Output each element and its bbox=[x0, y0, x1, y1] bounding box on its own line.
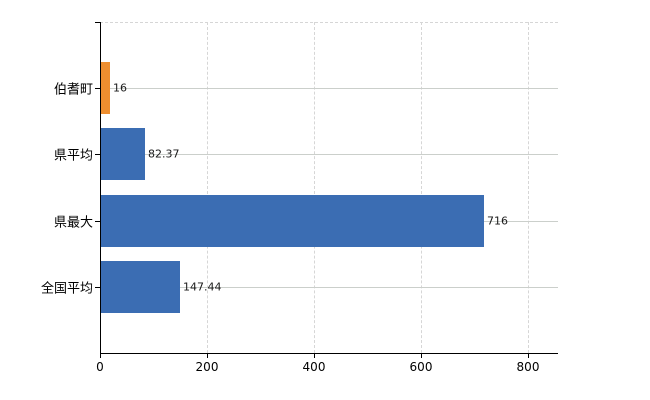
y-axis-tick bbox=[95, 286, 100, 288]
gridline-horizontal bbox=[100, 88, 558, 89]
gridline-vertical bbox=[528, 22, 529, 353]
plot-top-border bbox=[100, 22, 558, 23]
category-label-4: 全国平均 bbox=[40, 281, 93, 297]
value-label: 82.37 bbox=[148, 147, 180, 161]
value-label: 147.44 bbox=[183, 280, 222, 294]
x-axis-tick-label: 600 bbox=[409, 360, 433, 374]
y-axis-tick bbox=[95, 88, 100, 89]
category-label-2: 県平均 bbox=[53, 148, 93, 164]
x-axis-tick-label: 200 bbox=[195, 360, 219, 374]
x-axis-tick-label: 400 bbox=[302, 360, 326, 374]
x-axis-tick bbox=[314, 353, 315, 358]
x-axis-line bbox=[100, 353, 558, 354]
bar-県平均 bbox=[101, 128, 145, 180]
gridline-horizontal bbox=[100, 154, 558, 156]
x-axis-tick-label: 0 bbox=[96, 360, 104, 374]
bar-伯耆町 bbox=[101, 62, 110, 114]
category-label-3: 県最大 bbox=[53, 215, 93, 231]
y-axis-tick bbox=[95, 220, 100, 222]
y-axis-tick bbox=[95, 154, 100, 156]
x-axis-tick-label: 800 bbox=[516, 360, 540, 374]
x-axis-tick bbox=[528, 353, 529, 358]
bar-全国平均 bbox=[101, 261, 180, 313]
value-label: 16 bbox=[113, 81, 127, 95]
gridline-vertical bbox=[207, 22, 208, 353]
gridline-vertical bbox=[421, 22, 422, 353]
x-axis-tick bbox=[421, 353, 422, 358]
bar-県最大 bbox=[101, 195, 484, 247]
x-axis-tick bbox=[207, 353, 208, 358]
gridline-vertical bbox=[314, 22, 315, 353]
category-label-1: 伯耆町 bbox=[53, 82, 93, 98]
value-label: 716 bbox=[487, 214, 508, 228]
y-axis-tick bbox=[95, 22, 100, 23]
y-axis-line bbox=[100, 22, 101, 358]
gridline-horizontal bbox=[100, 286, 558, 288]
